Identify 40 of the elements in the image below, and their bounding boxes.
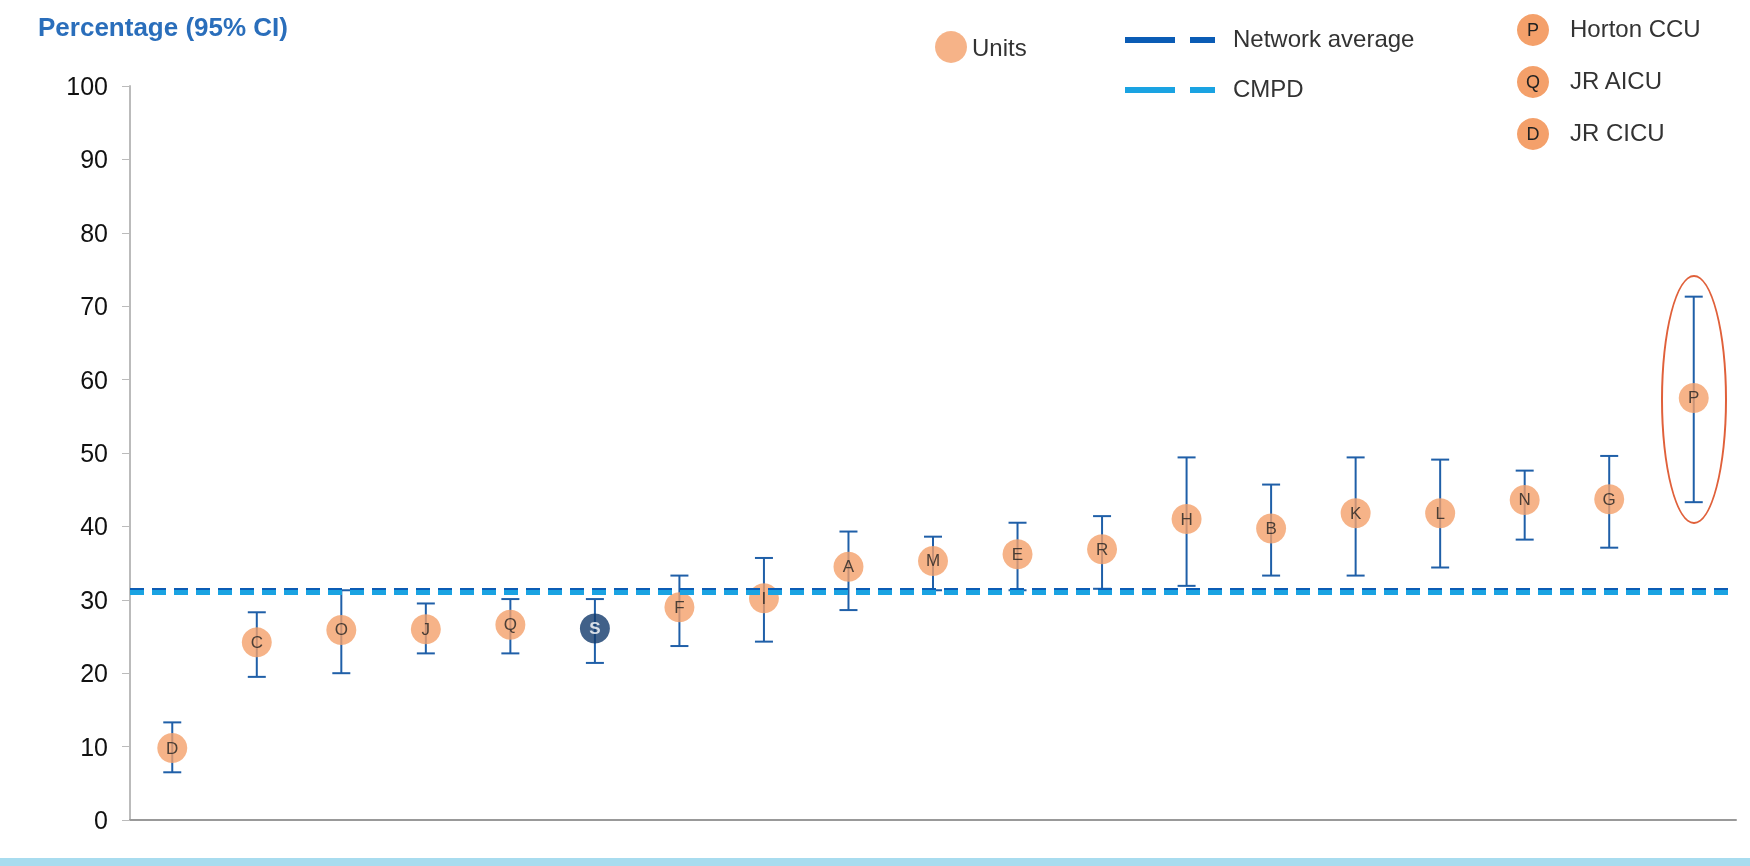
x-tick-label: I [761,588,767,608]
x-tick-label: G [1602,489,1616,509]
x-tick-label: H [1180,509,1193,529]
x-tick-label: K [1349,503,1362,523]
y-tick-label: 50 [80,439,108,467]
x-tick-label: Q [503,615,517,635]
y-tick-label: 40 [80,512,108,541]
point [1425,498,1456,529]
y-tick-label: 90 [80,145,108,174]
y-tick-label: 10 [80,732,108,761]
x-tick-label: M [925,551,941,571]
x-tick-label: A [842,557,855,577]
x-tick-label: S [589,618,601,638]
x-tick-label: R [1095,539,1109,559]
x-tick-label: J [421,619,431,639]
text: Horton CCU [1570,14,1701,42]
annotation: JR CICU [1570,118,1665,146]
legend-label: Network average [1233,24,1415,52]
y-tick-label: 60 [80,365,108,394]
x-tick-label: B [1265,519,1277,539]
x-tick-label: C [250,632,263,652]
y-tick-label: 30 [80,585,108,614]
annotation: JR AICU [1570,66,1663,94]
annotation: Q [1525,72,1541,92]
y-tick-label: 80 [80,218,108,247]
x-tick-label: F [674,597,685,617]
y-axis-title: Percentage (95% CI) [38,12,288,42]
point [410,614,441,645]
legend-label: Units [972,33,1027,61]
y-tick-label: 20 [80,659,108,688]
x-tick-label: E [1011,544,1024,564]
y-tick-label: 0 [94,806,108,834]
x-tick-label: O [334,620,348,640]
legend-label: CMPD [1233,74,1304,102]
y-tick-label: 70 [80,292,108,321]
y-tick-label: 100 [66,72,108,100]
x-tick-label: N [1518,490,1531,510]
annotation: D [1526,124,1540,144]
x-tick-label: L [1435,503,1445,523]
text: P [1526,20,1540,40]
